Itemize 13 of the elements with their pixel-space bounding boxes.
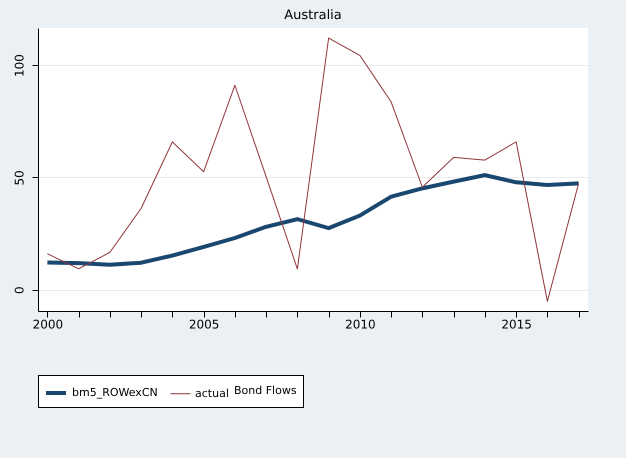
legend-label: bm5_ROWexCN	[72, 386, 158, 399]
legend-label: actual	[195, 386, 229, 400]
y-tick-label: 100	[12, 54, 26, 78]
x-tick-label: 2005	[188, 318, 220, 332]
y-tick-label: 0	[12, 286, 26, 294]
legend-title: Bond Flows	[234, 384, 297, 397]
y-tick-label: 50	[12, 170, 26, 186]
line-series	[46, 38, 580, 302]
line-series	[45, 173, 581, 267]
x-tick-label: 2015	[501, 318, 532, 332]
x-tick-label: 2000	[32, 318, 64, 332]
x-tick-label: 2010	[345, 318, 376, 332]
chart-title: Australia	[284, 8, 342, 23]
